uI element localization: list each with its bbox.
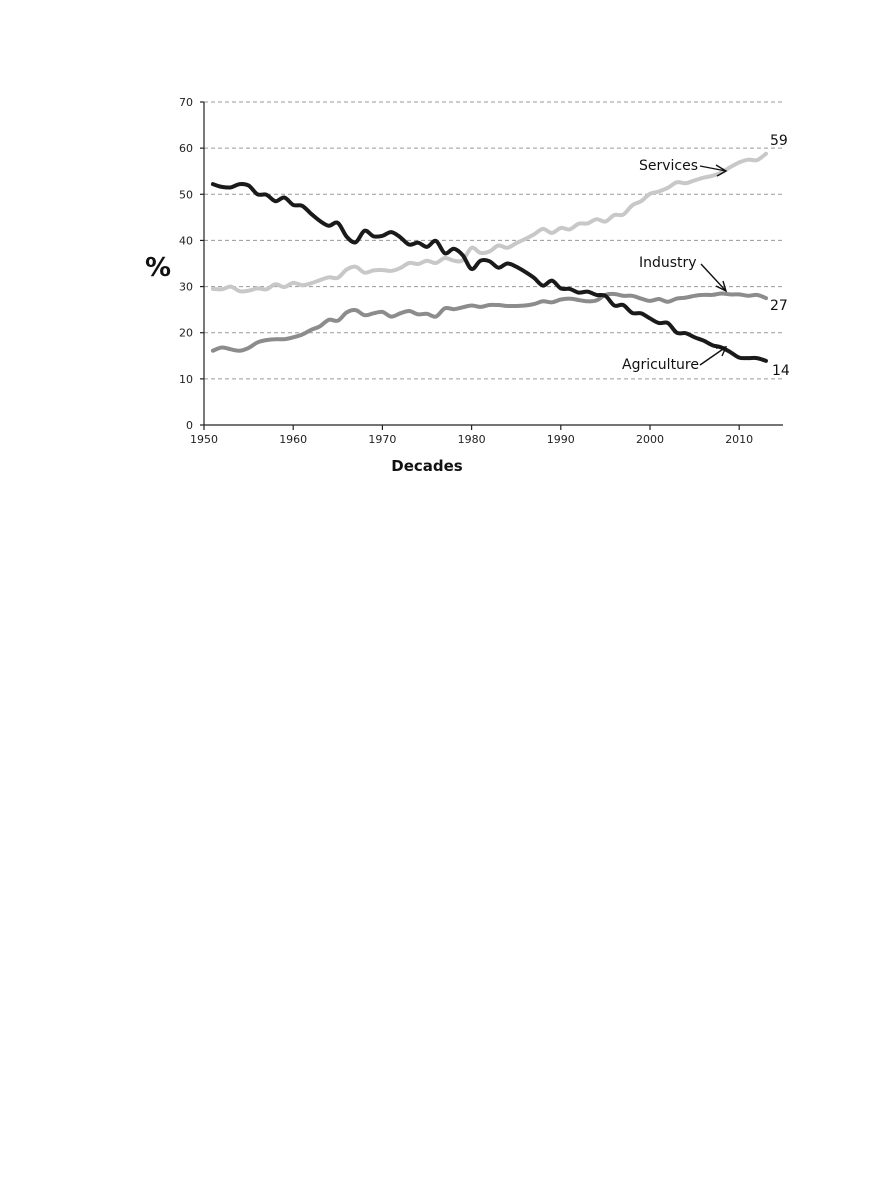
agriculture-series-label: Agriculture [622,357,699,373]
x-tick-label: 1980 [458,433,486,446]
y-tick-label: 10 [179,373,193,386]
y-tick-label: 40 [179,234,193,247]
x-tick-label: 1950 [190,433,218,446]
y-tick-label: 20 [179,327,193,340]
industry-label-arrow [700,263,728,293]
agriculture-series-line [210,181,768,363]
gridlines [204,101,783,380]
x-tick-label: 2000 [636,433,664,446]
y-tick-label: 50 [179,188,193,201]
industry-end-value: 27 [770,298,788,314]
y-axis-title: % [145,253,171,283]
x-tick-label: 2010 [725,433,753,446]
axes [203,102,783,426]
agriculture-end-value: 14 [772,363,790,379]
series-lines [210,151,768,363]
y-tick-label: 60 [179,142,193,155]
y-tick-label: 0 [186,419,193,432]
services-end-value: 59 [770,133,788,149]
industry-series-label: Industry [639,255,697,271]
industry-series-line [210,291,768,353]
y-tick-label: 70 [179,96,193,109]
x-axis-title: Decades [391,457,463,475]
y-tick-label: 30 [179,281,193,294]
x-tick-label: 1970 [368,433,396,446]
services-series-label: Services [639,158,698,174]
services-label-arrow [699,164,728,177]
tick-labels: 0 10 20 30 40 50 60 70 1950 1960 1970 1980 1990 2000 2… [179,96,753,446]
x-tick-label: 1990 [547,433,575,446]
services-series-line [210,151,768,294]
x-tick-label: 1960 [279,433,307,446]
agriculture-label-arrow [699,346,728,366]
